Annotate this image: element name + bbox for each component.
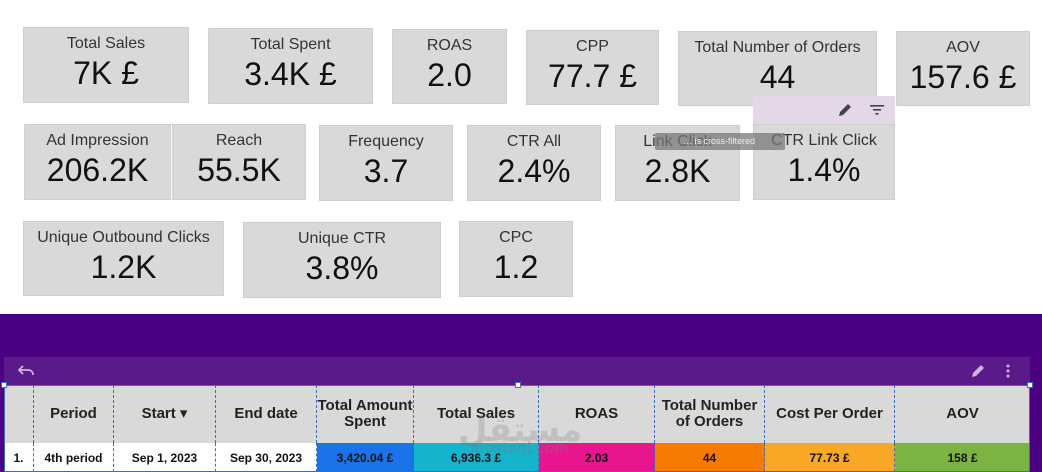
cross-filter-tooltip: … is cross-filtered: [655, 133, 785, 150]
scorecard-frequency[interactable]: Frequency 3.7: [319, 125, 453, 201]
scorecard-unique-ctr[interactable]: Unique CTR 3.8%: [243, 222, 441, 298]
scorecard-total-sales[interactable]: Total Sales 7K £: [23, 27, 189, 103]
scorecard-label: Unique Outbound Clicks: [37, 229, 210, 246]
table-cell-end-date: Sep 30, 2023: [216, 443, 317, 472]
scorecard-label: Total Spent: [250, 36, 331, 53]
table-header-index: [4, 385, 34, 443]
edit-icon[interactable]: [970, 363, 986, 379]
scorecard-value: 1.2K: [90, 249, 157, 285]
scorecard-label: AOV: [946, 39, 980, 56]
scorecard-total-spent[interactable]: Total Spent 3.4K £: [208, 28, 373, 104]
edit-icon[interactable]: [837, 102, 853, 118]
data-table: Period Start ▾ End date Total Amount Spe…: [4, 385, 1030, 472]
scorecard-label: CPP: [576, 38, 609, 55]
scorecard-value: 157.6 £: [909, 59, 1017, 95]
table-cell-aov: 158 £: [895, 443, 1030, 472]
scorecard-cpp[interactable]: CPP 77.7 £: [526, 30, 659, 105]
scorecard-value: 2.4%: [497, 153, 571, 189]
table-header-total-orders[interactable]: Total Number of Orders: [655, 385, 765, 443]
scorecard-value: 1.4%: [787, 152, 861, 188]
resize-handle[interactable]: [515, 382, 521, 388]
table-header-roas[interactable]: ROAS: [539, 385, 655, 443]
table-cell-index: 1.: [4, 443, 34, 472]
scorecard-ad-impression[interactable]: Ad Impression 206.2K: [24, 124, 171, 200]
watermark-url: mostaql.com: [470, 440, 569, 457]
table-cell-cost-per-order: 77.73 £: [765, 443, 895, 472]
more-vert-icon[interactable]: [1004, 363, 1012, 379]
scorecard-value: 3.7: [363, 153, 409, 189]
scorecard-value: 55.5K: [197, 152, 281, 188]
scorecard-aov[interactable]: AOV 157.6 £: [896, 31, 1030, 106]
scorecard-label: CPC: [499, 229, 533, 246]
scorecard-label: Reach: [215, 132, 263, 149]
scorecard-ctr-link-click[interactable]: CTR Link Click 1.4%: [753, 124, 895, 200]
table-header-total-amount-spent[interactable]: Total Amount Spent: [317, 385, 414, 443]
table-toolbar: [4, 357, 1030, 385]
chart-hover-toolbar: [753, 96, 895, 124]
table-header-start[interactable]: Start ▾: [114, 385, 216, 443]
scorecard-cpc[interactable]: CPC 1.2: [459, 221, 573, 297]
scorecard-roas[interactable]: ROAS 2.0: [392, 29, 507, 104]
scorecard-total-orders[interactable]: Total Number of Orders 44: [678, 31, 877, 106]
table-cell-start: Sep 1, 2023: [114, 443, 216, 472]
scorecard-reach[interactable]: Reach 55.5K: [172, 124, 306, 200]
scorecard-label: Ad Impression: [46, 132, 149, 149]
table-header-total-sales[interactable]: Total Sales: [414, 385, 539, 443]
resize-handle[interactable]: [1, 382, 7, 388]
scorecard-value: 44: [759, 59, 796, 95]
scorecard-value: 2.8K: [644, 153, 711, 189]
table-cell-total-orders: 44: [655, 443, 765, 472]
table-cell-total-sales: 6,936.3 £: [414, 443, 539, 472]
resize-handle[interactable]: [1027, 382, 1033, 388]
table-cell-period: 4th period: [34, 443, 114, 472]
table-header-period[interactable]: Period: [34, 385, 114, 443]
scorecard-value: 7K £: [73, 55, 139, 91]
undo-icon[interactable]: [18, 364, 34, 378]
scorecard-label: Total Number of Orders: [694, 39, 861, 56]
scorecard-value: 1.2: [493, 249, 539, 285]
table-header-cost-per-order[interactable]: Cost Per Order: [765, 385, 895, 443]
scorecard-label: Frequency: [348, 133, 424, 150]
scorecard-value: 77.7 £: [548, 58, 637, 94]
scorecard-label: Unique CTR: [297, 230, 387, 247]
scorecard-label: Total Sales: [66, 35, 146, 52]
scorecard-value: 3.4K £: [244, 56, 337, 92]
scorecard-label: ROAS: [426, 37, 473, 54]
scorecard-label: CTR All: [506, 133, 562, 150]
scorecard-value: 2.0: [427, 57, 472, 93]
scorecard-ctr-all[interactable]: CTR All 2.4%: [467, 125, 601, 201]
table-header-end-date[interactable]: End date: [216, 385, 317, 443]
table-header-aov[interactable]: AOV: [895, 385, 1030, 443]
table-cell-roas: 2.03: [539, 443, 655, 472]
scorecard-value: 206.2K: [46, 152, 149, 188]
scorecard-unique-outbound-clicks[interactable]: Unique Outbound Clicks 1.2K: [23, 221, 224, 296]
watermark: مستقل: [458, 411, 583, 449]
filter-icon[interactable]: [869, 102, 885, 118]
table-cell-total-amount-spent: 3,420.04 £: [317, 443, 414, 472]
scorecard-label: CTR Link Click: [771, 132, 877, 149]
scorecard-value: 3.8%: [305, 250, 379, 286]
